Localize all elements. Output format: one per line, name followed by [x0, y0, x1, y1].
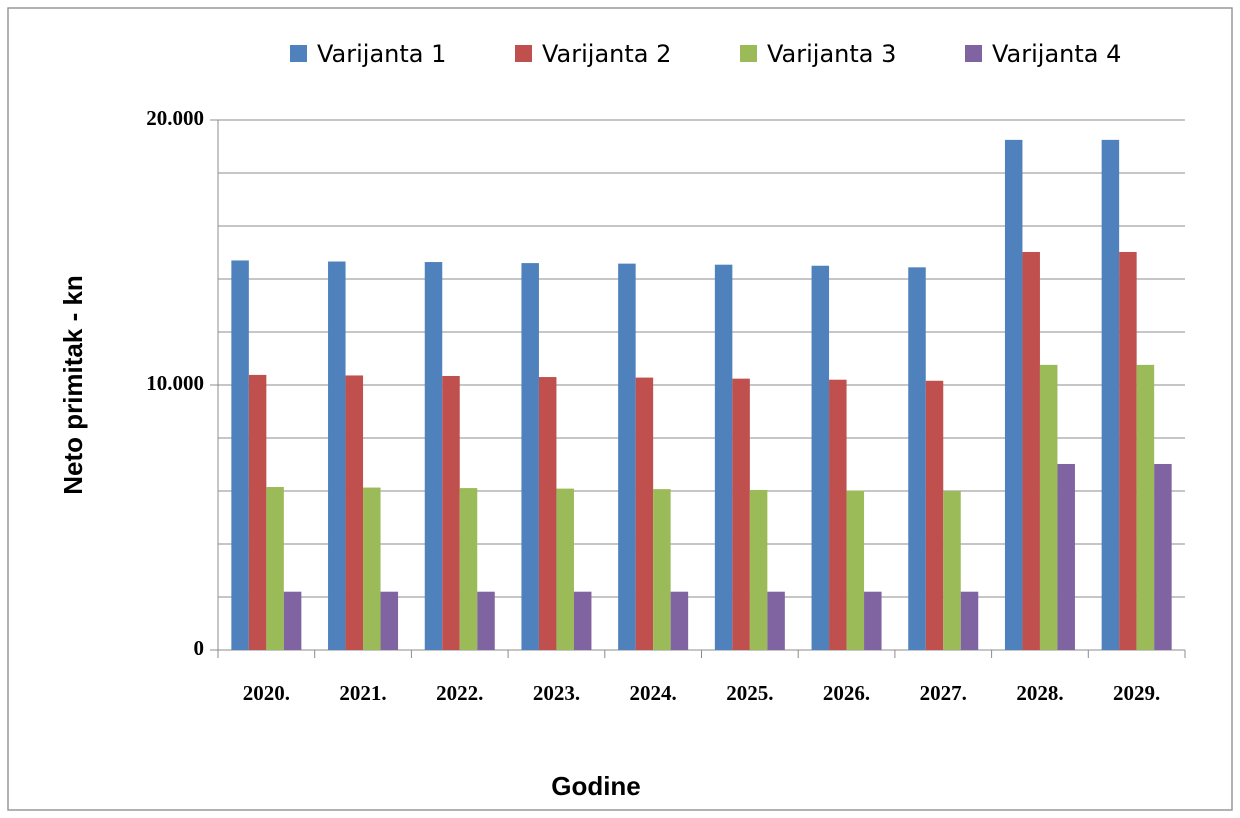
bar	[556, 488, 574, 650]
bar	[811, 265, 830, 650]
x-tick-label: 2028.	[1016, 681, 1063, 705]
bar	[925, 380, 944, 650]
bar	[363, 487, 381, 650]
bar	[846, 490, 865, 650]
bar	[345, 375, 364, 650]
bar	[749, 489, 768, 650]
bar	[380, 591, 399, 650]
x-tick-label: 2026.	[823, 681, 870, 705]
bar	[424, 262, 443, 650]
bar	[635, 377, 654, 650]
bar	[477, 591, 495, 650]
bar	[538, 377, 557, 650]
bar	[1004, 139, 1023, 650]
bar	[943, 491, 961, 650]
bar	[1022, 251, 1040, 650]
x-tick-label: 2021.	[339, 681, 386, 705]
bar	[653, 489, 671, 650]
bar	[960, 591, 979, 650]
x-tick-label: 2029.	[1113, 681, 1160, 705]
bar	[1057, 463, 1075, 650]
bar	[908, 267, 926, 650]
bar	[1039, 364, 1058, 650]
x-tick-label: 2027.	[920, 681, 967, 705]
legend-swatch	[740, 45, 757, 62]
x-axis-title: Godine	[551, 771, 641, 801]
bar	[1101, 139, 1120, 650]
legend-label: Varijanta 1	[317, 40, 446, 68]
y-tick-label: 20.000	[146, 106, 204, 130]
bar	[864, 591, 882, 650]
bar	[1154, 463, 1172, 650]
x-tick-label: 2022.	[436, 681, 483, 705]
bar	[573, 591, 592, 650]
bar	[1136, 364, 1155, 650]
x-tick-label: 2023.	[533, 681, 580, 705]
legend-swatch	[290, 45, 307, 62]
bar	[618, 263, 636, 650]
bar	[767, 591, 785, 650]
bar	[732, 378, 750, 650]
bar	[442, 375, 460, 650]
x-tick-label: 2020.	[243, 681, 290, 705]
legend-label: Varijanta 4	[992, 40, 1121, 68]
legend-swatch	[515, 45, 532, 62]
y-tick-label: 0	[194, 636, 205, 660]
y-axis-title: Neto primitak - kn	[58, 275, 88, 495]
x-tick-label: 2025.	[726, 681, 773, 705]
legend-label: Varijanta 2	[542, 40, 671, 68]
bar	[670, 591, 689, 650]
bar	[521, 263, 539, 650]
bar	[328, 261, 346, 650]
bar	[459, 488, 478, 650]
x-tick-label: 2024.	[630, 681, 677, 705]
bar	[231, 260, 249, 650]
bar	[829, 379, 847, 650]
bar	[283, 591, 302, 650]
y-tick-label: 10.000	[146, 371, 204, 395]
legend-swatch	[965, 45, 982, 62]
bar	[248, 374, 267, 650]
bar	[1119, 251, 1137, 650]
legend-label: Varijanta 3	[767, 40, 896, 68]
bar	[714, 264, 733, 650]
bar	[266, 487, 284, 650]
